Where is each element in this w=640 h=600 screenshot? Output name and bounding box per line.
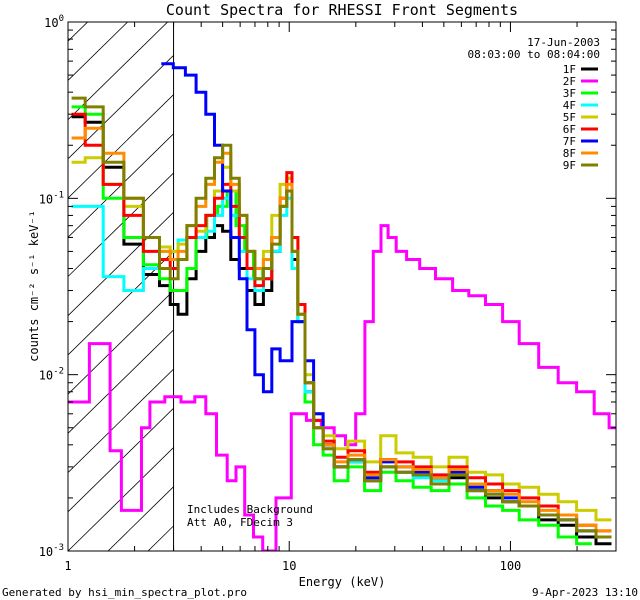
x-tick-label: 100 <box>500 559 522 573</box>
y-tick-label: 100 <box>44 14 64 30</box>
hatch-line <box>68 22 89 42</box>
legend-label-1F: 1F <box>563 63 576 76</box>
series-line-8F <box>71 126 612 533</box>
legend-label-7F: 7F <box>563 135 576 148</box>
series-line-9F <box>71 96 612 539</box>
legend-label-8F: 8F <box>563 147 576 160</box>
hatch-line <box>68 211 174 317</box>
hatch-line <box>68 290 174 395</box>
hatch-line <box>348 2 640 551</box>
axis-ticks: 1 10 100 10-3 10-2 10-1 100 <box>39 14 617 573</box>
hatch-line <box>0 2 28 551</box>
hatch-line <box>308 2 640 551</box>
header-time-range: 08:03:00 to 08:04:00 <box>468 48 600 61</box>
annotation-attenuator: Att A0, FDecim 3 <box>187 516 293 529</box>
hatch-line <box>68 22 169 121</box>
hatch-line <box>68 250 174 356</box>
y-axis-label: counts cm⁻² s⁻¹ keV⁻¹ <box>27 210 41 362</box>
header-date: 17-Jun-2003 <box>527 36 600 49</box>
legend-label-6F: 6F <box>563 123 576 136</box>
legend-label-4F: 4F <box>563 99 576 112</box>
hatch-line <box>68 368 174 474</box>
x-tick-label: 1 <box>64 559 71 573</box>
legend-label-5F: 5F <box>563 111 576 124</box>
x-tick-label: 10 <box>282 559 296 573</box>
footer-timestamp: 9-Apr-2023 13:10 <box>532 586 638 599</box>
legend-label-9F: 9F <box>563 159 576 172</box>
legend-label-3F: 3F <box>563 87 576 100</box>
series-line-3F <box>71 105 592 546</box>
x-axis-label: Energy (keV) <box>299 575 386 589</box>
hatch-line <box>68 446 174 551</box>
plot-frame <box>67 21 617 552</box>
legend-label-2F: 2F <box>563 75 576 88</box>
hatched-region <box>0 2 640 551</box>
chart-title: Count Spectra for RHESSI Front Segments <box>166 1 518 19</box>
y-tick-label: 10-3 <box>39 543 64 559</box>
annotation-background: Includes Background <box>187 503 313 516</box>
hatch-line <box>68 22 129 81</box>
hatch-line <box>68 54 174 160</box>
hatch-lines <box>0 2 640 551</box>
y-tick-label: 10-2 <box>39 367 64 383</box>
y-tick-label: 10-1 <box>39 190 64 206</box>
footer-generator: Generated by hsi_min_spectra_plot.pro <box>2 586 247 599</box>
series-layer <box>68 62 616 551</box>
series-line-2F <box>68 224 616 551</box>
